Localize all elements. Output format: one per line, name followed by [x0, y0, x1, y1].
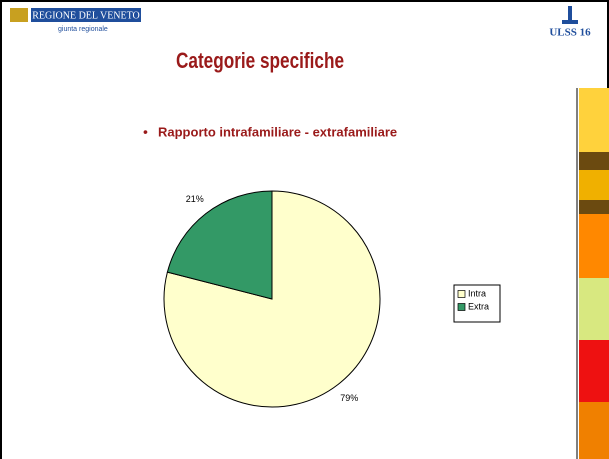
pie-chart: 79% 21% [163, 190, 381, 408]
pie-slice [166, 190, 273, 300]
logo-band [31, 8, 141, 22]
logo-icon [568, 6, 572, 20]
bullet-text: Rapporto intrafamiliare - extrafamiliare [158, 124, 397, 139]
logo-right: ULSS 16 [549, 27, 591, 39]
slide-title: Categorie specifiche [176, 48, 344, 73]
legend-label: Intra [468, 288, 486, 298]
strip-block [579, 214, 609, 278]
logo-icon [562, 20, 578, 24]
bullet-marker: • [143, 124, 148, 140]
data-label: 21% [186, 194, 204, 204]
strip-image [579, 170, 609, 200]
pie-slice [163, 190, 381, 408]
logo-name: REGIONE DEL VENETO [32, 10, 140, 21]
logo-emblem [10, 8, 28, 22]
strip-image [579, 278, 609, 340]
legend-swatch [457, 290, 466, 298]
data-label: 79% [340, 393, 358, 403]
strip-block [579, 340, 609, 402]
strip-block [579, 402, 609, 459]
strip-block [579, 88, 609, 152]
logo-sub: giunta regionale [58, 26, 108, 33]
legend-swatch [457, 303, 466, 311]
legend-label: Extra [468, 301, 489, 311]
